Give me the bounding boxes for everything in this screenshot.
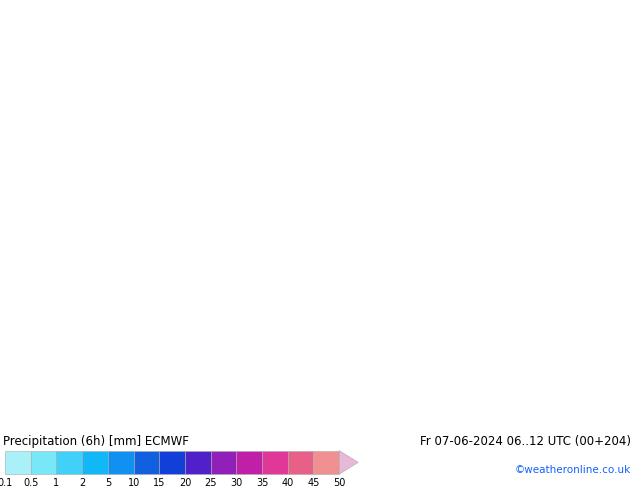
Text: 50: 50 bbox=[333, 478, 346, 488]
Bar bbox=[288, 451, 313, 474]
Text: Precipitation (6h) [mm] ECMWF: Precipitation (6h) [mm] ECMWF bbox=[3, 435, 189, 448]
Text: 30: 30 bbox=[230, 478, 243, 488]
Bar bbox=[185, 451, 210, 474]
Bar bbox=[108, 451, 134, 474]
Text: 15: 15 bbox=[153, 478, 165, 488]
Text: 25: 25 bbox=[204, 478, 217, 488]
Text: ©weatheronline.co.uk: ©weatheronline.co.uk bbox=[515, 466, 631, 475]
Text: 40: 40 bbox=[281, 478, 294, 488]
Text: 5: 5 bbox=[105, 478, 111, 488]
Bar bbox=[56, 451, 82, 474]
Text: 45: 45 bbox=[307, 478, 320, 488]
Text: 1: 1 bbox=[53, 478, 60, 488]
Text: 0.1: 0.1 bbox=[0, 478, 13, 488]
Bar bbox=[31, 451, 56, 474]
Bar bbox=[236, 451, 262, 474]
Bar bbox=[134, 451, 159, 474]
Text: Fr 07-06-2024 06..12 UTC (00+204): Fr 07-06-2024 06..12 UTC (00+204) bbox=[420, 435, 631, 448]
Bar bbox=[82, 451, 108, 474]
Bar bbox=[313, 451, 339, 474]
Bar bbox=[5, 451, 31, 474]
Text: 10: 10 bbox=[127, 478, 139, 488]
Bar bbox=[159, 451, 185, 474]
Text: 0.5: 0.5 bbox=[23, 478, 39, 488]
Polygon shape bbox=[339, 451, 358, 474]
Text: 2: 2 bbox=[79, 478, 86, 488]
Bar bbox=[262, 451, 288, 474]
Bar bbox=[210, 451, 236, 474]
Text: 20: 20 bbox=[179, 478, 191, 488]
Text: 35: 35 bbox=[256, 478, 268, 488]
